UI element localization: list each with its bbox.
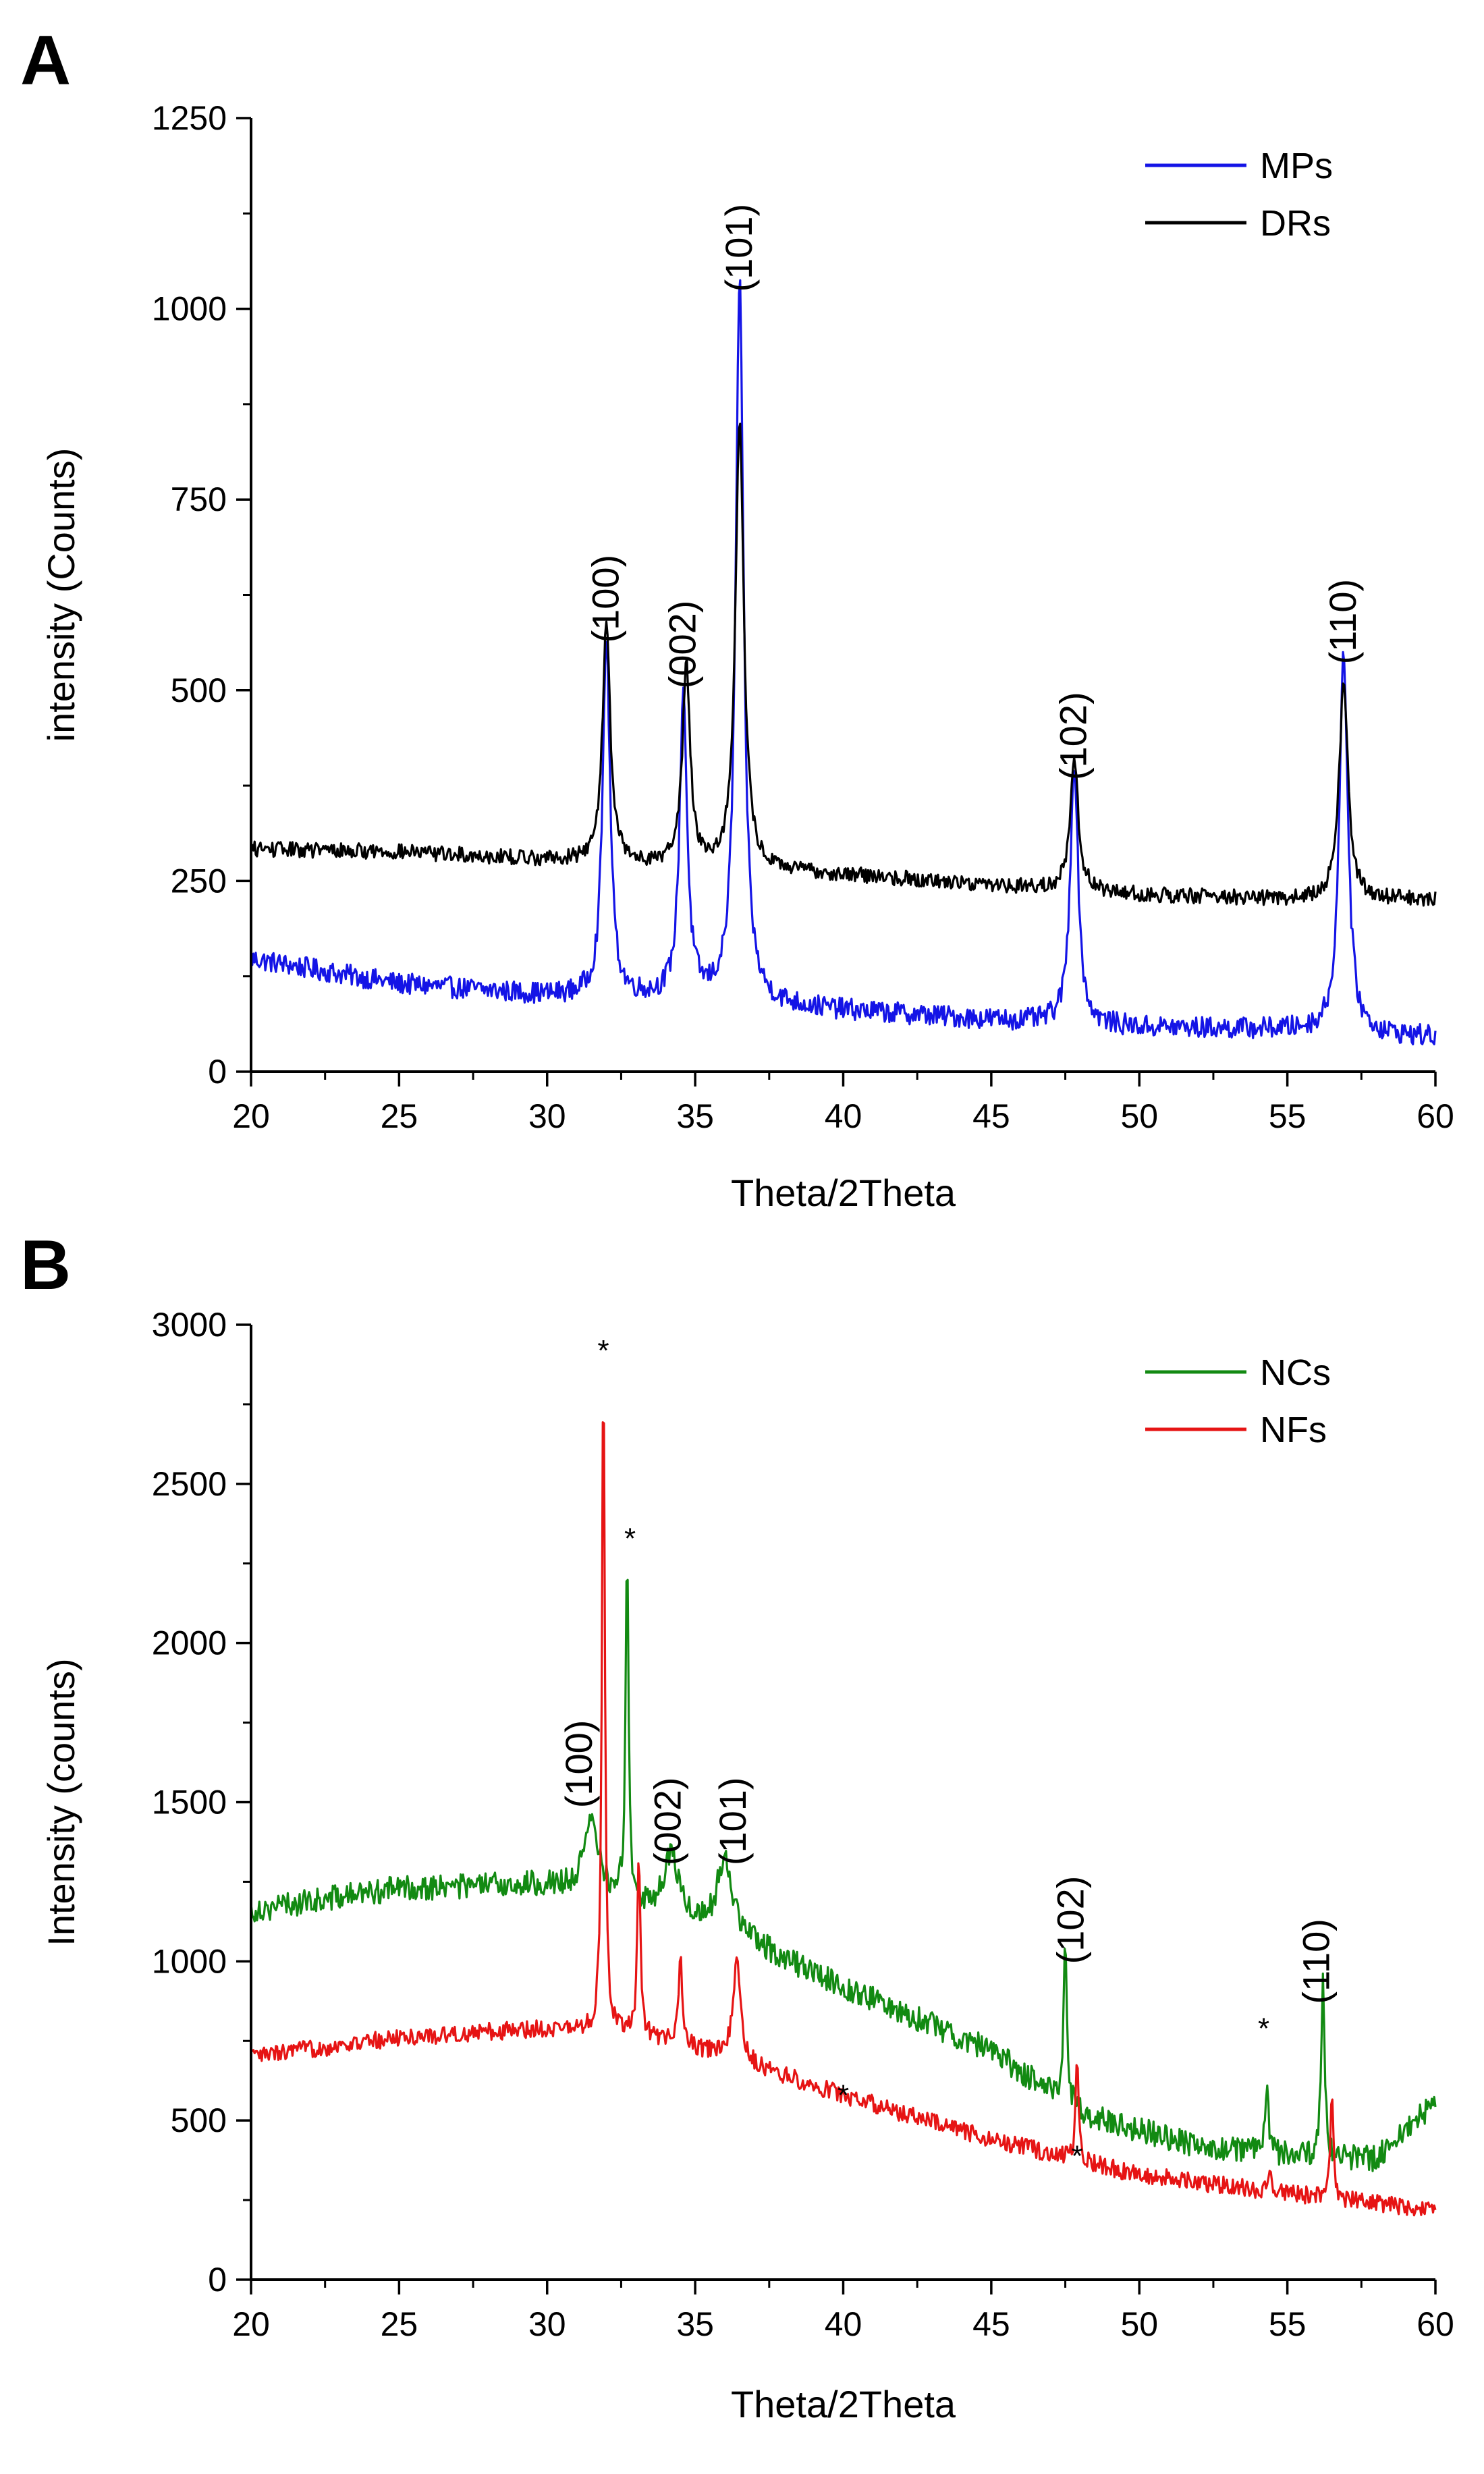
y-tick-label: 1000 [152, 1942, 227, 1980]
x-axis-title: Theta/2Theta [731, 2383, 956, 2425]
peak-label: (102) [1052, 692, 1095, 780]
x-tick-label: 40 [825, 2305, 862, 2343]
legend-label: NCs [1260, 1352, 1331, 1393]
x-tick-label: 45 [972, 1097, 1010, 1135]
x-tick-label: 40 [825, 1097, 862, 1135]
peak-label: (110) [1295, 1919, 1338, 2004]
legend-label: DRs [1260, 203, 1331, 244]
series-line-MPs [250, 279, 1437, 1046]
x-tick-label: 20 [232, 1097, 270, 1135]
y-tick-label: 0 [208, 1053, 227, 1091]
peak-label: (100) [557, 1720, 600, 1809]
y-tick-label: 3000 [152, 1306, 227, 1344]
y-tick-label: 250 [171, 862, 227, 900]
legend-label: NFs [1260, 1410, 1327, 1450]
y-tick-label: 1250 [152, 99, 227, 137]
series-line-NFs [250, 1421, 1437, 2217]
x-tick-label: 25 [381, 2305, 418, 2343]
y-tick-label: 1000 [152, 290, 227, 328]
peak-label: (110) [1321, 579, 1364, 665]
peak-star-marker: * [598, 1334, 609, 1367]
peak-label: (101) [711, 1777, 754, 1865]
y-axis-title: Intensity (counts) [40, 1658, 82, 1946]
peak-label: (100) [584, 555, 627, 643]
panel-label: A [20, 22, 71, 100]
peak-label: (102) [1049, 1876, 1091, 1964]
peak-star-marker: * [624, 1522, 636, 1555]
chart-panel-B: B 20 25 30 35 40 45 50 55 60 0 500 1000 1500 2000 2500 3… [20, 1226, 1454, 2425]
x-tick-label: 55 [1269, 1097, 1307, 1135]
peak-label: (002) [647, 1777, 689, 1865]
peak-star-marker: * [837, 2079, 849, 2112]
y-tick-label: 500 [171, 671, 227, 709]
y-tick-label: 0 [208, 2261, 227, 2299]
x-tick-label: 30 [528, 2305, 566, 2343]
x-tick-label: 50 [1120, 1097, 1158, 1135]
y-tick-label: 500 [171, 2101, 227, 2139]
y-tick-label: 1500 [152, 1784, 227, 1821]
legend-label: MPs [1260, 146, 1333, 186]
chart-panel-A: A 20 25 30 35 40 45 50 55 60 0 250 500 750 1000 1250 The… [20, 22, 1454, 1214]
x-axis-title: Theta/2Theta [731, 1172, 956, 1214]
peak-label: (002) [661, 601, 704, 689]
y-tick-label: 750 [171, 480, 227, 518]
x-tick-label: 25 [381, 1097, 418, 1135]
x-tick-label: 30 [528, 1097, 566, 1135]
x-tick-label: 60 [1417, 1097, 1454, 1135]
x-tick-label: 20 [232, 2305, 270, 2343]
peak-label: (101) [717, 204, 760, 292]
x-tick-label: 35 [676, 2305, 714, 2343]
series-line-DRs [250, 422, 1437, 907]
panel-label: B [20, 1226, 71, 1304]
series-line-NCs [250, 1578, 1437, 2172]
x-tick-label: 35 [676, 1097, 714, 1135]
peak-star-marker: * [1258, 2012, 1269, 2045]
x-tick-label: 60 [1417, 2305, 1454, 2343]
y-tick-label: 2000 [152, 1624, 227, 1662]
x-tick-label: 50 [1120, 2305, 1158, 2343]
x-tick-label: 55 [1269, 2305, 1307, 2343]
x-tick-label: 45 [972, 2305, 1010, 2343]
y-tick-label: 2500 [152, 1465, 227, 1503]
peak-star-marker: * [1072, 2139, 1083, 2172]
y-axis-title: intensity (Counts) [40, 448, 82, 742]
